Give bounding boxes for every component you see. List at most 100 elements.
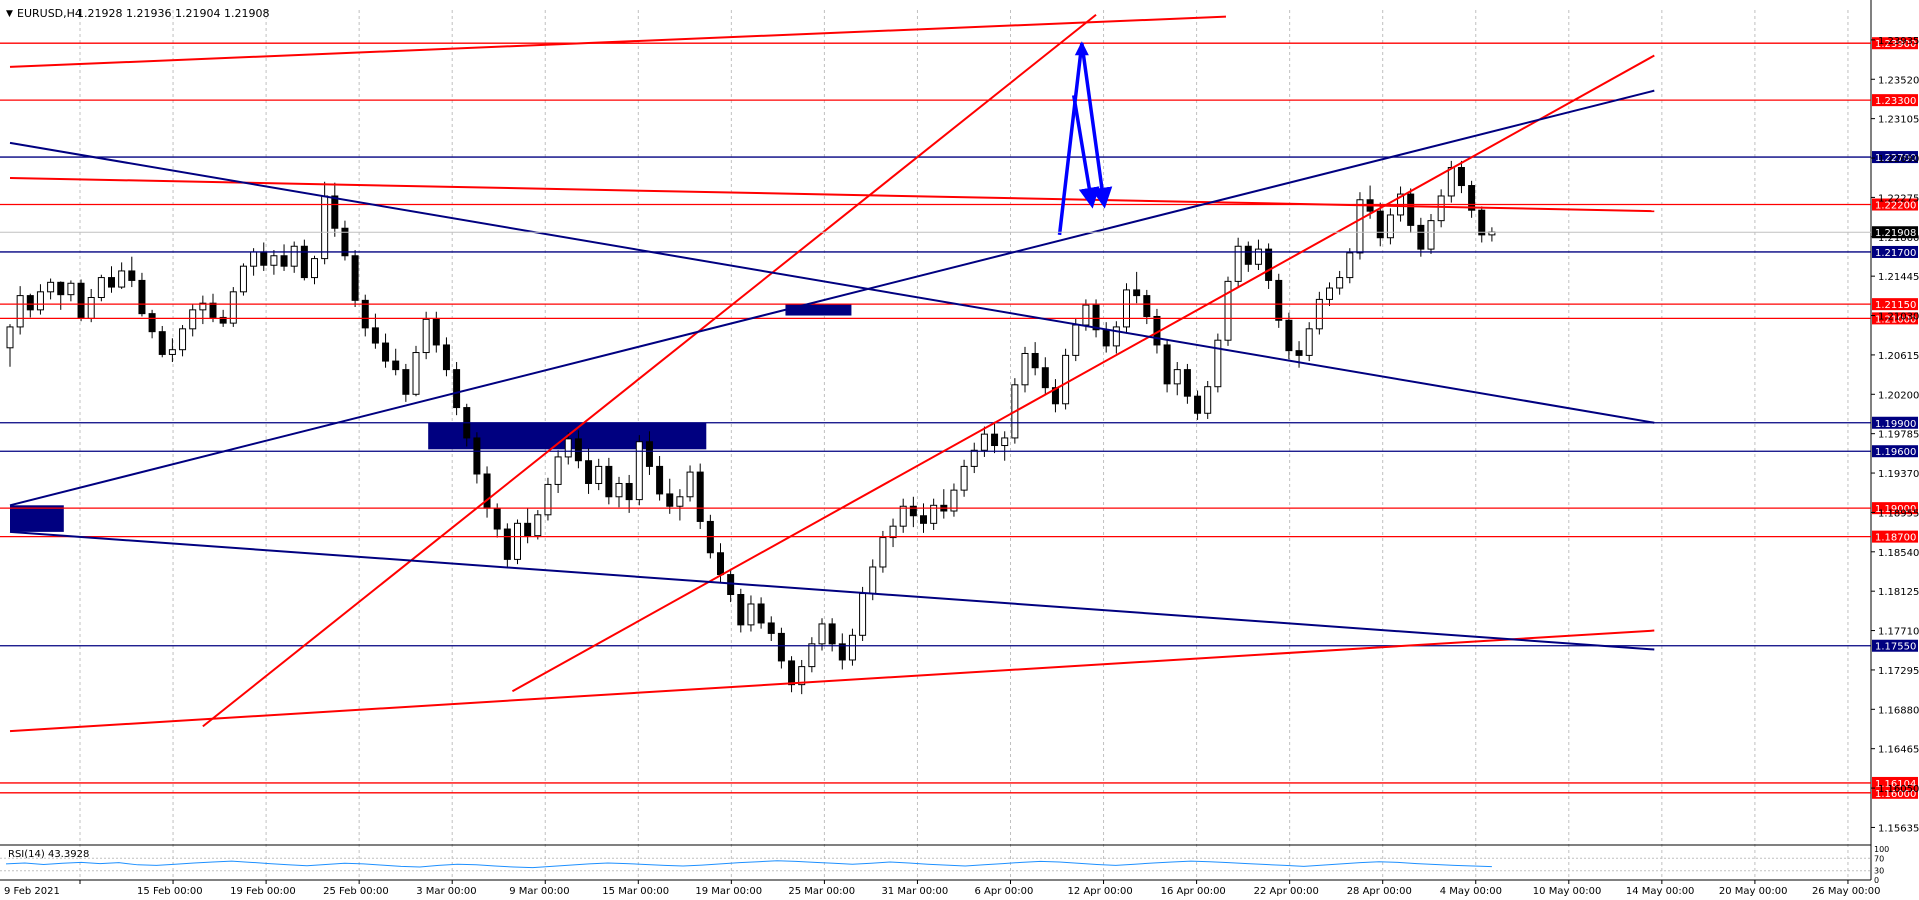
candle-body [209, 302, 217, 318]
candle-body [1265, 248, 1273, 281]
candle-body [118, 270, 126, 288]
candle-body [1204, 386, 1212, 414]
price-tick-label: 1.22690 [1878, 154, 1919, 165]
candle-body [747, 603, 755, 626]
candle-body [970, 449, 978, 467]
trendline[interactable] [9, 176, 1655, 213]
level-price-tag [1872, 37, 1918, 50]
candle-body [717, 552, 724, 576]
candle-body [1336, 277, 1344, 289]
candle-body [1214, 339, 1222, 388]
candle-body [270, 255, 278, 266]
candle-body [889, 525, 897, 539]
level-price-tag [1872, 639, 1918, 652]
candle-body [1315, 298, 1323, 330]
candle-body [635, 441, 643, 501]
level-price-tag [1872, 198, 1918, 211]
time-tick-label: 9 Mar 00:00 [509, 886, 569, 897]
trendline-layer[interactable] [9, 13, 1655, 733]
candle-body [473, 437, 481, 475]
time-tick-label: 15 Mar 00:00 [602, 886, 669, 897]
time-tick-label: 10 May 00:00 [1533, 886, 1602, 897]
trendline[interactable] [9, 141, 1655, 424]
candle-body [666, 493, 674, 507]
trendline[interactable] [9, 629, 1655, 733]
trendline[interactable] [9, 530, 1655, 651]
candle-body [16, 295, 24, 328]
trendline[interactable] [9, 89, 1655, 507]
candle-body [290, 245, 298, 267]
collapse-triangle-icon[interactable]: ▼ [6, 9, 13, 19]
candle-body [818, 623, 826, 645]
candle-body [859, 593, 867, 636]
time-tick-label: 19 Feb 00:00 [230, 886, 296, 897]
candle-body [848, 634, 856, 661]
candle-body [1305, 328, 1313, 356]
candle-body [311, 258, 318, 279]
candle-body [869, 566, 877, 595]
price-tick-label: 1.20615 [1878, 351, 1919, 362]
candle-body [899, 505, 907, 527]
candle-body [1386, 214, 1394, 239]
time-tick-label: 28 Apr 00:00 [1347, 886, 1412, 897]
candle-body [1234, 245, 1242, 282]
projection-arrow[interactable] [1071, 95, 1100, 209]
price-tick-label: 1.17710 [1878, 627, 1919, 638]
level-layer[interactable]: 1.23900 1.23300 1.22700 1.22200 1.21700 1.211… [0, 37, 1918, 800]
symbol-label: EURUSD,H4 [17, 7, 82, 20]
time-tick-label: 6 Apr 00:00 [975, 886, 1034, 897]
price-tick-label: 1.16880 [1878, 705, 1919, 716]
time-tick-label: 14 May 00:00 [1626, 886, 1695, 897]
candle-layer [6, 160, 1496, 695]
level-price-tag [1872, 416, 1918, 429]
candle-body [1275, 279, 1283, 321]
candle-body [1224, 280, 1232, 341]
time-tick-label: 3 Mar 00:00 [416, 886, 476, 897]
level-price-label: 1.19600 [1875, 447, 1916, 458]
candle-body [1285, 319, 1293, 352]
candle-body [991, 433, 999, 447]
candle-body [87, 297, 95, 319]
candle-body [1143, 295, 1151, 317]
time-tick-label: 26 May 00:00 [1812, 886, 1881, 897]
candle-body [920, 515, 927, 524]
candle-body [625, 482, 633, 501]
candle-body [189, 309, 197, 330]
candle-body [1468, 185, 1476, 211]
trendline[interactable] [202, 13, 1097, 728]
candle-body [392, 360, 400, 371]
rsi-scale-label: 70 [1874, 854, 1884, 863]
level-price-tag [1872, 94, 1918, 107]
trendline[interactable] [511, 54, 1655, 693]
candle-body [260, 251, 268, 266]
time-tick-label: 20 May 00:00 [1719, 886, 1788, 897]
candle-body [554, 456, 562, 485]
candle-body [676, 496, 684, 507]
candle-body [442, 344, 450, 371]
trendline[interactable] [9, 15, 1227, 68]
level-price-label: 1.22700 [1875, 153, 1916, 164]
time-tick-label: 25 Feb 00:00 [323, 886, 389, 897]
candle-body [1031, 352, 1039, 369]
candle-body [128, 270, 136, 281]
candle-body [1001, 437, 1009, 447]
candle-body [1102, 329, 1110, 347]
candle-body [108, 277, 115, 288]
candle-body [1326, 287, 1333, 300]
candle-body [605, 465, 613, 498]
level-price-label: 1.16000 [1875, 789, 1916, 800]
candle-body [321, 195, 329, 260]
candle-body [1295, 350, 1303, 356]
time-tick-label: 25 Mar 00:00 [788, 886, 855, 897]
level-price-label: 1.18700 [1875, 533, 1916, 544]
candle-body [341, 227, 349, 257]
candle-body [737, 594, 745, 626]
candle-body [879, 537, 887, 568]
candle-body [47, 281, 55, 293]
candle-body [1244, 245, 1252, 265]
projection-arrow-layer[interactable] [1057, 41, 1113, 236]
price-tick-label: 1.17295 [1878, 666, 1919, 677]
price-tick-label: 1.22275 [1878, 193, 1919, 204]
candle-body [158, 331, 166, 355]
